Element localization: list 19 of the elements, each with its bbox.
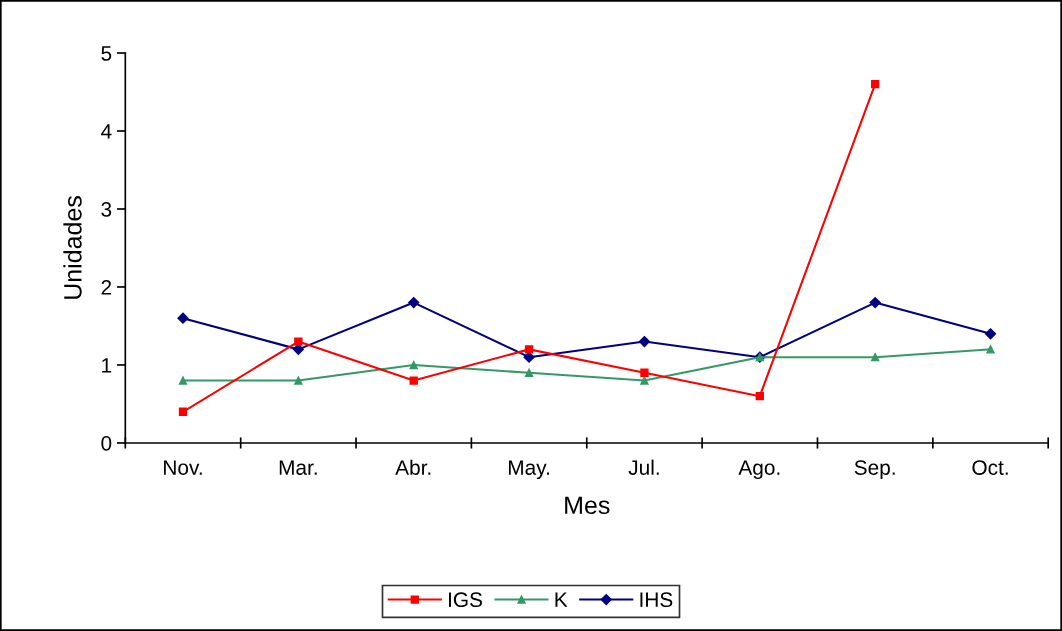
x-tick-label: Jul. [628, 459, 659, 475]
y-tick-label: 3 [101, 201, 112, 217]
x-axis-title: Mes [565, 496, 610, 515]
y-axis-title: Unidades [63, 196, 82, 299]
x-tick-label: Ago. [738, 460, 780, 480]
x-tick-label: Oct. [972, 460, 1008, 475]
legend-label: K [555, 592, 568, 607]
x-tick-label: Mar. [279, 460, 317, 475]
x-tick-label: Sep. [854, 460, 895, 480]
y-tick-label: 0 [101, 435, 112, 451]
legend-label: IGS [449, 592, 483, 608]
x-tick-label: Nov. [164, 460, 202, 475]
y-tick-label: 5 [101, 46, 112, 61]
y-tick-label: 4 [101, 124, 112, 139]
x-tick-label: Abr. [395, 459, 431, 475]
y-tick-label: 1 [102, 358, 112, 373]
y-tick-label: 2 [101, 279, 112, 295]
x-tick-label: May. [508, 460, 549, 480]
legend-label: IHS [640, 592, 673, 608]
